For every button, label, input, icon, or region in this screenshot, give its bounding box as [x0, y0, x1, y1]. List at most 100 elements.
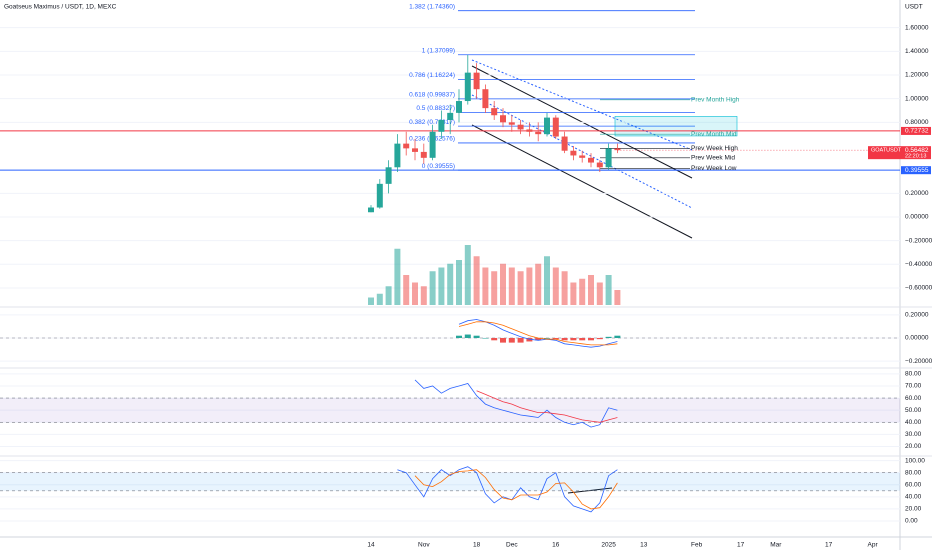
y-tick-label: −0.40000	[905, 261, 932, 268]
volume-bar	[464, 245, 471, 305]
fib-label: 0.786 (1.16224)	[409, 72, 455, 79]
macd-histogram-bar	[544, 338, 550, 339]
volume-bar	[473, 256, 480, 305]
candle-body	[561, 136, 568, 151]
indicator-line	[397, 466, 618, 513]
y-tick-label: 20.00	[905, 443, 922, 450]
trend-line	[471, 124, 693, 239]
candle-body	[429, 131, 436, 158]
candle-body	[394, 143, 401, 168]
indicator-line	[476, 390, 618, 423]
x-tick-label: Dec	[506, 542, 518, 549]
candle-body	[605, 148, 612, 168]
y-tick-label: −0.20000	[905, 358, 932, 365]
volume-bar	[412, 282, 418, 305]
volume-bar	[403, 275, 410, 305]
session-label: Prev Week High	[691, 145, 738, 152]
volume-bar	[420, 286, 427, 305]
volume-bar	[561, 271, 568, 305]
macd-histogram-bar	[473, 335, 480, 338]
candle-body	[376, 183, 383, 208]
x-tick-label: 13	[640, 542, 648, 549]
fib-label: 0.618 (0.99837)	[409, 92, 455, 99]
volume-bar	[588, 275, 594, 305]
macd-histogram-bar	[500, 338, 506, 343]
volume-bar	[544, 256, 550, 305]
volume-bar	[482, 267, 489, 305]
y-tick-label: 0.20000	[905, 312, 929, 319]
y-tick-label: 20.00	[905, 506, 922, 513]
band	[0, 472, 900, 491]
y-tick-label: 50.00	[905, 407, 922, 414]
macd-histogram-bar	[552, 338, 559, 340]
y-tick-label: 0.20000	[905, 190, 929, 197]
x-tick-label: Apr	[868, 542, 879, 549]
macd-histogram-bar	[508, 338, 515, 343]
volume-bar	[491, 271, 498, 305]
fib-label: 0.5 (0.88327)	[416, 105, 455, 112]
currency-label: USDT	[905, 4, 923, 11]
x-tick-label: 14	[367, 542, 375, 549]
y-tick-label: 40.00	[905, 419, 922, 426]
candle-body	[420, 151, 427, 158]
candle-body	[456, 101, 462, 113]
y-tick-label: 0.00000	[905, 214, 929, 221]
volume-bar	[596, 282, 603, 305]
volume-bar	[394, 248, 401, 305]
candle-body	[517, 124, 524, 130]
candle-body	[473, 72, 480, 90]
chart-header: Goatseus Maximus / USDT, 1D, MEXC	[4, 4, 117, 11]
x-tick-label: 16	[552, 542, 560, 549]
volume-bar	[368, 297, 374, 305]
y-tick-label: 1.00000	[905, 95, 929, 102]
y-tick-label: −0.60000	[905, 285, 932, 292]
y-tick-label: 0.00000	[905, 335, 929, 342]
macd-histogram-bar	[614, 335, 621, 338]
candle-body	[508, 122, 515, 125]
y-tick-label: 40.00	[905, 494, 922, 501]
volume-bar	[500, 263, 506, 305]
y-tick-label: −0.20000	[905, 237, 932, 244]
candle-body	[438, 119, 445, 132]
candle-body	[588, 157, 594, 163]
last-price-value: 0.56482	[905, 147, 929, 154]
price-tag	[901, 166, 931, 175]
x-tick-label: 17	[825, 542, 833, 549]
macd-histogram-bar	[605, 336, 612, 338]
macd-histogram-bar	[517, 338, 524, 343]
fib-label: 0.382 (0.76817)	[409, 119, 455, 126]
volume-bar	[579, 278, 586, 305]
x-tick-label: 18	[473, 542, 481, 549]
macd-histogram-bar	[588, 338, 594, 341]
x-tick-label: 17	[737, 542, 745, 549]
candle-body	[596, 162, 603, 168]
candle-body	[544, 117, 550, 135]
y-tick-label: 80.00	[905, 371, 922, 378]
session-label: Prev Month Mid	[691, 131, 737, 138]
volume-bar	[456, 260, 462, 305]
y-tick-label: 0.00	[905, 518, 918, 525]
volume-bar	[605, 275, 612, 305]
volume-bar	[517, 271, 524, 305]
y-tick-label: 0.80000	[905, 119, 929, 126]
candle-body	[491, 108, 498, 116]
y-tick-label: 70.00	[905, 383, 922, 390]
macd-line	[458, 321, 618, 346]
fib-label: 1.382 (1.74360)	[409, 3, 455, 10]
fib-label: 0 (0.39555)	[422, 163, 455, 170]
x-tick-label: 2025	[601, 542, 616, 549]
volume-bar	[508, 267, 515, 305]
x-tick-label: Feb	[691, 542, 703, 549]
volume-bar	[614, 290, 621, 305]
session-label: Prev Week Mid	[691, 155, 735, 162]
session-label: Prev Month High	[691, 97, 740, 104]
candle-body	[535, 131, 542, 135]
x-tick-label: Nov	[418, 542, 430, 549]
volume-bar	[385, 286, 392, 305]
y-tick-label: 1.40000	[905, 48, 929, 55]
volume-bar	[429, 271, 436, 305]
candle-body	[500, 115, 506, 123]
macd-histogram-bar	[561, 338, 568, 341]
volume-bar	[526, 267, 533, 305]
